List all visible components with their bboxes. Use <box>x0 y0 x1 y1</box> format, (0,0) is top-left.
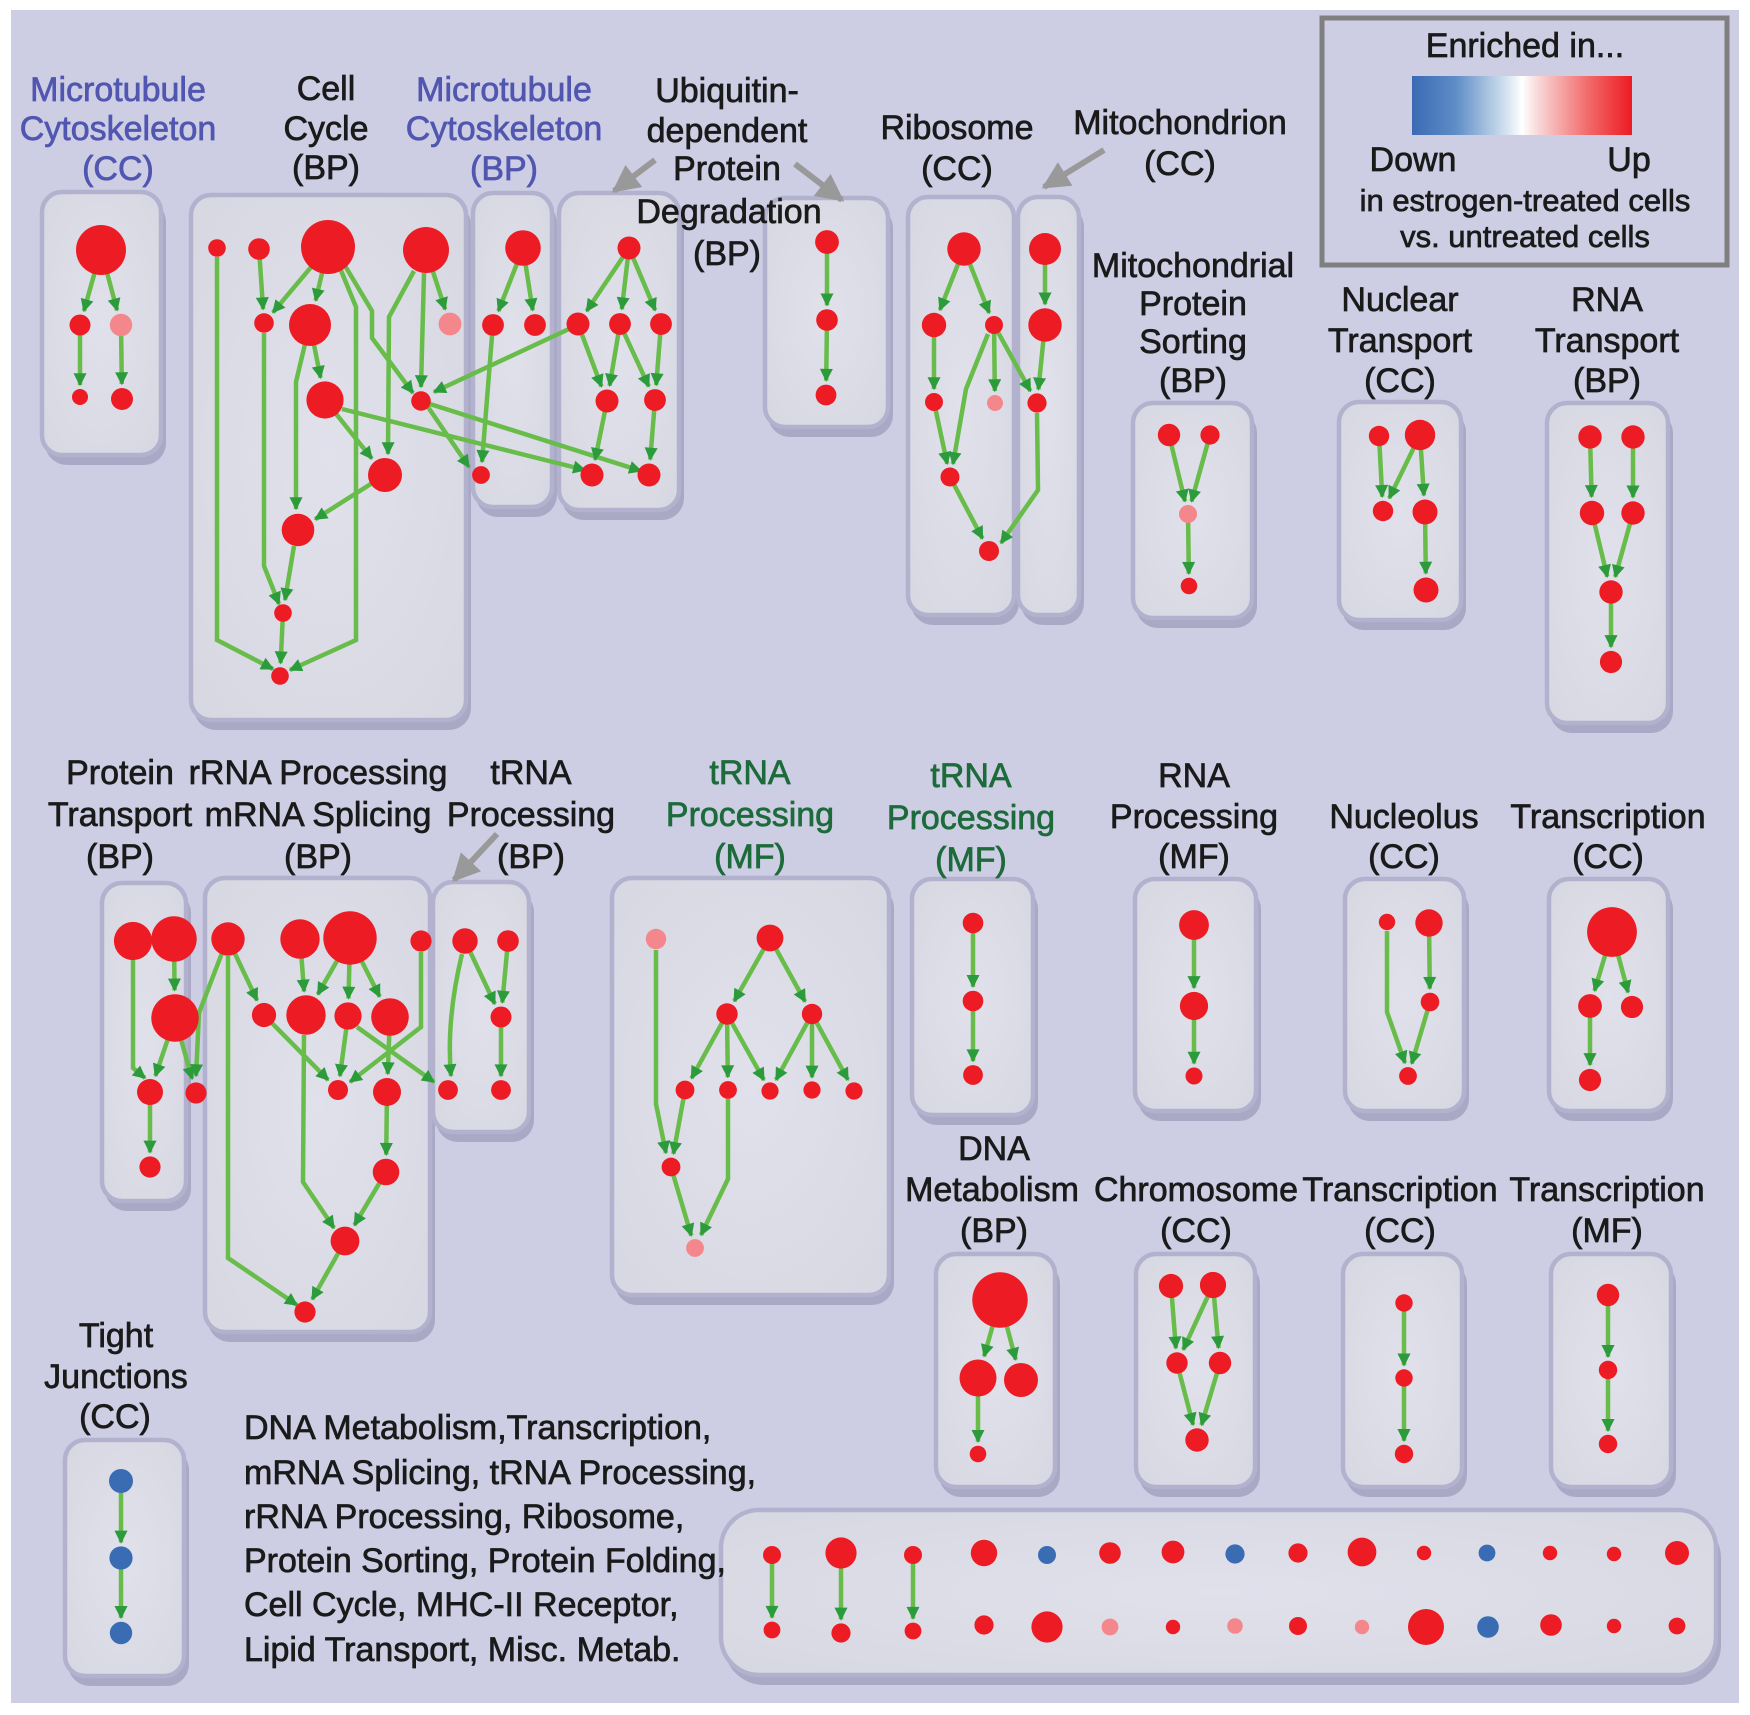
svg-text:Protein: Protein <box>1139 285 1247 323</box>
svg-text:Up: Up <box>1607 141 1650 179</box>
svg-text:Nuclear: Nuclear <box>1341 281 1458 319</box>
svg-text:Transcription: Transcription <box>1510 798 1705 836</box>
svg-text:Sorting: Sorting <box>1139 323 1247 361</box>
svg-text:(BP): (BP) <box>1573 362 1641 400</box>
svg-text:Processing: Processing <box>887 799 1055 837</box>
svg-text:(BP): (BP) <box>292 149 360 187</box>
svg-text:Nucleolus: Nucleolus <box>1329 798 1478 836</box>
svg-text:Cycle: Cycle <box>283 110 368 148</box>
svg-text:(CC): (CC) <box>1364 362 1436 400</box>
svg-text:Transcription: Transcription <box>1509 1171 1704 1209</box>
svg-text:Tight: Tight <box>79 1317 154 1355</box>
svg-text:RNA: RNA <box>1571 281 1643 319</box>
svg-text:rRNA Processing: rRNA Processing <box>189 754 448 792</box>
svg-text:(CC): (CC) <box>82 150 154 188</box>
svg-text:Transport: Transport <box>1328 322 1473 360</box>
svg-text:Metabolism: Metabolism <box>905 1171 1079 1209</box>
svg-text:Junctions: Junctions <box>44 1358 188 1396</box>
svg-text:Protein Sorting, Protein Foldi: Protein Sorting, Protein Folding, <box>244 1542 726 1580</box>
svg-text:Transport: Transport <box>1535 322 1680 360</box>
svg-text:Chromosome: Chromosome <box>1094 1171 1298 1209</box>
svg-text:(CC): (CC) <box>79 1398 151 1436</box>
svg-text:(CC): (CC) <box>1144 145 1216 183</box>
svg-text:(BP): (BP) <box>960 1212 1028 1250</box>
svg-text:(BP): (BP) <box>284 838 352 876</box>
svg-text:Down: Down <box>1370 141 1457 179</box>
svg-text:Cytoskeleton: Cytoskeleton <box>406 110 603 148</box>
svg-text:(CC): (CC) <box>1572 838 1644 876</box>
svg-text:(CC): (CC) <box>1368 838 1440 876</box>
svg-text:rRNA Processing, Ribosome,: rRNA Processing, Ribosome, <box>244 1498 684 1536</box>
svg-text:Transcription: Transcription <box>1302 1171 1497 1209</box>
svg-text:(CC): (CC) <box>1364 1212 1436 1250</box>
svg-text:DNA Metabolism,Transcription,: DNA Metabolism,Transcription, <box>244 1409 711 1447</box>
svg-text:(BP): (BP) <box>470 150 538 188</box>
svg-text:Processing: Processing <box>1110 798 1278 836</box>
svg-text:Cytoskeleton: Cytoskeleton <box>20 110 217 148</box>
svg-text:Degradation: Degradation <box>636 193 821 231</box>
svg-text:Ubiquitin-: Ubiquitin- <box>655 72 799 110</box>
svg-text:(MF): (MF) <box>935 841 1007 879</box>
svg-text:Cell Cycle, MHC-II Receptor,: Cell Cycle, MHC-II Receptor, <box>244 1586 679 1624</box>
svg-text:tRNA: tRNA <box>930 757 1012 795</box>
svg-text:Microtubule: Microtubule <box>30 71 206 109</box>
svg-text:dependent: dependent <box>647 112 808 150</box>
svg-text:(MF): (MF) <box>1158 838 1230 876</box>
svg-text:vs. untreated cells: vs. untreated cells <box>1400 219 1650 254</box>
svg-text:Processing: Processing <box>666 796 834 834</box>
svg-text:Transport: Transport <box>48 796 193 834</box>
svg-text:Protein: Protein <box>66 754 174 792</box>
svg-text:Lipid Transport, Misc. Metab.: Lipid Transport, Misc. Metab. <box>244 1631 681 1669</box>
svg-text:(CC): (CC) <box>921 150 993 188</box>
svg-text:DNA: DNA <box>958 1130 1030 1168</box>
svg-text:(BP): (BP) <box>1159 362 1227 400</box>
svg-text:Ribosome: Ribosome <box>880 109 1033 147</box>
svg-text:Mitochondrion: Mitochondrion <box>1073 104 1287 142</box>
svg-text:in estrogen-treated cells: in estrogen-treated cells <box>1360 183 1691 218</box>
svg-text:tRNA: tRNA <box>490 754 572 792</box>
svg-text:RNA: RNA <box>1158 757 1230 795</box>
svg-text:mRNA Splicing: mRNA Splicing <box>205 796 432 834</box>
svg-text:mRNA Splicing, tRNA Processing: mRNA Splicing, tRNA Processing, <box>244 1454 756 1492</box>
svg-text:(BP): (BP) <box>693 235 761 273</box>
svg-text:(BP): (BP) <box>86 838 154 876</box>
svg-text:Processing: Processing <box>447 796 615 834</box>
svg-text:Mitochondrial: Mitochondrial <box>1092 247 1294 285</box>
svg-text:(CC): (CC) <box>1160 1212 1232 1250</box>
svg-text:(BP): (BP) <box>497 838 565 876</box>
svg-text:Enriched in...: Enriched in... <box>1426 27 1624 65</box>
svg-text:(MF): (MF) <box>714 838 786 876</box>
svg-text:(MF): (MF) <box>1571 1212 1643 1250</box>
svg-text:Protein: Protein <box>673 150 781 188</box>
svg-text:Cell: Cell <box>297 70 356 108</box>
svg-text:Microtubule: Microtubule <box>416 71 592 109</box>
svg-text:tRNA: tRNA <box>709 754 791 792</box>
